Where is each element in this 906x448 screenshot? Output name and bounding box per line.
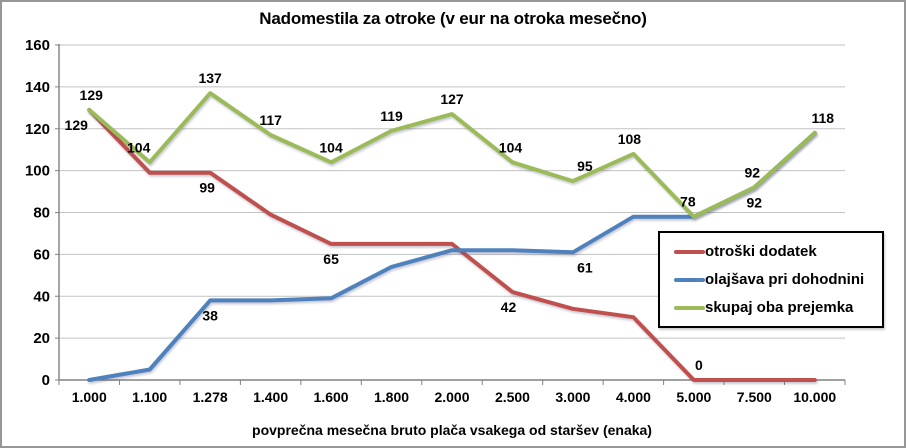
data-label: 42 <box>501 299 517 315</box>
y-tick-label: 120 <box>25 121 50 138</box>
y-tick-label: 80 <box>33 205 50 222</box>
data-label: 104 <box>319 139 343 155</box>
data-label: 117 <box>259 112 282 128</box>
data-label: 108 <box>618 131 642 147</box>
x-tick-label: 4.000 <box>616 389 651 405</box>
data-label: 129 <box>80 87 104 103</box>
data-label: 104 <box>127 139 151 155</box>
y-tick-label: 100 <box>25 163 50 180</box>
data-label: 104 <box>499 139 523 155</box>
legend-label: olajšava pri dohodnini <box>705 271 865 288</box>
x-axis-title: povprečna mesečna bruto plača vsakega od… <box>252 422 652 438</box>
y-tick-label: 60 <box>33 246 50 263</box>
x-tick-label: 5.000 <box>676 389 711 405</box>
data-label: 65 <box>323 251 339 267</box>
legend-line-swatch-red <box>674 249 705 254</box>
x-tick-label: 1.600 <box>314 389 349 405</box>
data-label: 95 <box>577 158 593 174</box>
x-tick-label: 2.000 <box>434 389 469 405</box>
series-line <box>87 91 817 219</box>
series-line <box>87 107 817 382</box>
legend-item-olajsava-pri-dohodnini: olajšava pri dohodnini <box>674 266 876 294</box>
x-tick-label: 1.278 <box>193 389 228 405</box>
data-label: 119 <box>380 108 403 124</box>
x-tick-label: 2.500 <box>495 389 530 405</box>
data-label: 118 <box>811 110 834 126</box>
x-tick-label: 1.100 <box>132 389 167 405</box>
legend-label: otroški dodatek <box>705 243 817 260</box>
chart-title: Nadomestila za otroke (v eur na otroka m… <box>259 9 647 28</box>
legend-line-swatch-blue <box>674 277 705 282</box>
data-label: 92 <box>745 164 761 180</box>
y-tick-label: 0 <box>42 372 50 389</box>
y-tick-label: 20 <box>33 330 50 347</box>
data-label: 38 <box>202 307 218 323</box>
x-tick-label: 7.500 <box>737 389 772 405</box>
data-label: 129 <box>65 117 89 133</box>
y-tick-label: 140 <box>25 79 50 96</box>
legend-label: skupaj oba prejemka <box>705 299 854 316</box>
data-label: 92 <box>747 194 763 210</box>
data-label: 78 <box>680 194 696 210</box>
y-tick-label: 160 <box>25 37 50 54</box>
legend: otroški dodatek olajšava pri dohodnini s… <box>658 231 884 328</box>
data-label: 127 <box>440 91 464 107</box>
data-label: 0 <box>695 357 703 373</box>
data-label: 61 <box>577 259 593 275</box>
y-tick-label: 40 <box>33 288 50 305</box>
legend-line-swatch-green <box>674 305 705 310</box>
x-tick-label: 10.000 <box>793 389 836 405</box>
legend-item-otroski-dodatek: otroški dodatek <box>674 238 876 266</box>
x-tick-label: 1.000 <box>72 389 107 405</box>
x-tick-label: 1.400 <box>253 389 288 405</box>
legend-item-skupaj-oba-prejemka: skupaj oba prejemka <box>674 294 876 322</box>
data-label: 137 <box>198 70 222 86</box>
x-tick-label: 1.800 <box>374 389 409 405</box>
data-label: 99 <box>199 180 215 196</box>
x-tick-label: 3.000 <box>555 389 590 405</box>
